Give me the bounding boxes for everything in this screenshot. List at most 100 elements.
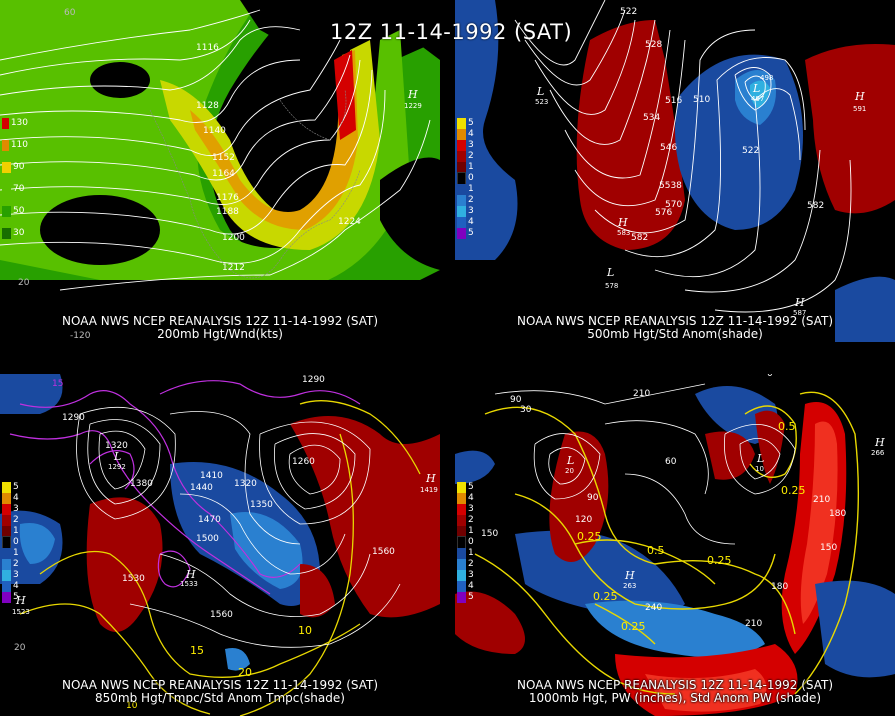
contour-label: 522: [620, 7, 637, 17]
high-symbol: H: [854, 90, 865, 103]
contour-label: 90: [587, 493, 599, 503]
legend-label: 5: [468, 482, 474, 492]
caption-line1: NOAA NWS NCEP REANALYSIS 12Z 11-14-1992 …: [61, 314, 379, 328]
legend-label: 4: [468, 129, 474, 139]
legend-850mb: 5 4 3 2 1 0 1 2 3 4 5: [2, 482, 28, 603]
contour-label: 576: [655, 208, 672, 218]
lat-label: 60: [64, 8, 76, 18]
contour-label: 210: [633, 389, 650, 399]
contour-label: 30: [520, 405, 532, 415]
temp-label: 20: [238, 666, 252, 679]
low-value: 497: [751, 95, 764, 103]
legend-label: 1: [13, 526, 19, 536]
high-value: 1419: [420, 486, 438, 494]
low-symbol: L: [113, 450, 121, 463]
contour-label: 1380: [130, 479, 153, 489]
contour-label: 1530: [122, 574, 145, 584]
caption-line2: 850mb Hgt/Tmpc/Std Anom Tmpc(shade): [95, 691, 345, 705]
legend-label: 4: [468, 217, 474, 227]
high-symbol: H: [425, 472, 436, 485]
panel-500mb: 522 528 516 510 534 546 522 5538 570 576…: [455, 0, 895, 342]
legend-label: 2: [13, 559, 19, 569]
high-symbol: H: [617, 216, 628, 229]
contour-label: 1410: [200, 471, 223, 481]
pw-label: 0.25: [781, 484, 806, 497]
legend-swatch: [2, 162, 11, 173]
contour-label: 1320: [105, 441, 128, 451]
contour-label: 1260: [292, 457, 315, 467]
map-200mb: 1116 1128 1140 1152 1164 1176 1188 1200 …: [0, 0, 440, 342]
contour-label: 498: [760, 74, 773, 82]
legend-label: 2: [468, 515, 474, 525]
high-symbol: H: [624, 569, 635, 582]
caption-500mb: NOAA NWS NCEP REANALYSIS 12Z 11-14-1992 …: [455, 315, 895, 341]
legend-label: 0: [468, 537, 474, 547]
high-value: 591: [853, 105, 866, 113]
contour-label: 5538: [659, 181, 682, 191]
contour-label: 1290: [62, 413, 85, 423]
contour-label: 1560: [210, 610, 233, 620]
temp-label: 10: [126, 701, 138, 711]
contour-label: 510: [693, 95, 710, 105]
map-500mb: 522 528 516 510 534 546 522 5538 570 576…: [455, 0, 895, 342]
caption-850mb: NOAA NWS NCEP REANALYSIS 12Z 11-14-1992 …: [0, 679, 440, 705]
legend-label: 3: [13, 504, 19, 514]
contour-label: 522: [742, 146, 759, 156]
contour-label: 1290: [302, 375, 325, 385]
legend-label: 3: [468, 140, 474, 150]
lon-label: -120: [70, 331, 91, 341]
legend-label: 5: [468, 228, 474, 238]
high-value: 587: [793, 309, 806, 317]
contour-label: 1116: [196, 43, 219, 53]
legend-label: 4: [468, 493, 474, 503]
legend-label: 130: [10, 118, 28, 128]
low-value: 523: [535, 98, 548, 106]
low-value: 20: [565, 467, 574, 475]
legend-swatch: [2, 184, 11, 195]
legend-label: 4: [468, 581, 474, 591]
contour-label: 1140: [203, 126, 226, 136]
contour-label: 534: [643, 113, 660, 123]
contour-label: 180: [771, 582, 788, 592]
contour-label: 150: [481, 529, 498, 539]
lat-label: 20: [14, 643, 26, 653]
high-value: 266: [871, 449, 885, 457]
legend-label: 1: [468, 526, 474, 536]
high-symbol: H: [407, 88, 418, 101]
contour-label: 1500: [196, 534, 219, 544]
panel-850mb: 1290 1320 1380 1410 1440 1470 1500 1530 …: [0, 374, 440, 716]
legend-label: 3: [468, 570, 474, 580]
caption-line1: NOAA NWS NCEP REANALYSIS 12Z 11-14-1992 …: [516, 314, 834, 328]
contour-label: 1470: [198, 515, 221, 525]
contour-label: 1440: [190, 483, 213, 493]
legend-label: 2: [468, 151, 474, 161]
caption-line2: 1000mb Hgt, PW (inches), Std Anom PW (sh…: [528, 691, 822, 705]
legend-label: 2: [13, 515, 19, 525]
contour-label: 1212: [222, 263, 245, 273]
legend-label: 5: [13, 592, 19, 602]
contour-label: 240: [645, 603, 662, 613]
legend-label: 50: [13, 206, 25, 216]
legend-label: 4: [13, 581, 19, 591]
legend-swatch: [2, 118, 9, 129]
map-850mb: 1290 1320 1380 1410 1440 1470 1500 1530 …: [0, 374, 440, 716]
contour-label: 1350: [250, 500, 273, 510]
contour-label: 1164: [212, 169, 235, 179]
contour-label: 1188: [216, 207, 239, 217]
caption-line1: NOAA NWS NCEP REANALYSIS 12Z 11-14-1992 …: [516, 678, 834, 692]
legend-label: 5: [468, 118, 474, 128]
low-symbol: L: [752, 82, 760, 95]
legend-label: 90: [13, 162, 25, 172]
legend-label: 3: [13, 570, 19, 580]
caption-line2: 200mb Hgt/Wnd(kts): [157, 327, 283, 341]
panel-1000mb: 210 90 60 30 90 120 150 180 210 240 150 …: [455, 374, 895, 716]
contour-label: 150: [820, 543, 837, 553]
high-value: 1229: [404, 102, 422, 110]
legend-label: 3: [468, 504, 474, 514]
legend-swatch: [2, 140, 9, 151]
legend-label: 1: [13, 548, 19, 558]
contour-label: 1152: [212, 153, 235, 163]
panel-200mb: 1116 1128 1140 1152 1164 1176 1188 1200 …: [0, 0, 440, 342]
caption-line1: NOAA NWS NCEP REANALYSIS 12Z 11-14-1992 …: [61, 678, 379, 692]
legend-swatch: [2, 228, 11, 239]
